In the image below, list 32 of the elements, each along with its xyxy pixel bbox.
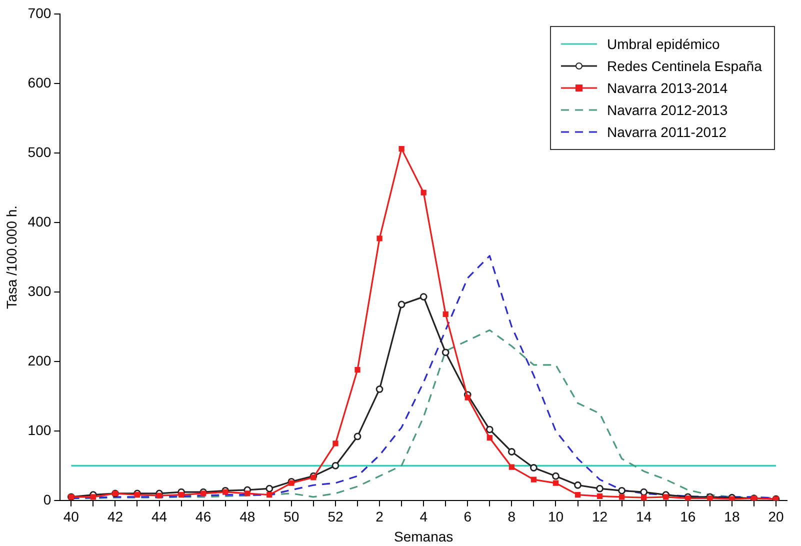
x-tick-label: 50 <box>284 508 300 525</box>
y-tick-label: 700 <box>28 4 52 21</box>
x-tick-label: 40 <box>63 508 80 525</box>
y-tick-label: 500 <box>28 144 52 160</box>
y-axis-title: Tasa /100.000 h. <box>3 205 20 309</box>
x-tick-label: 10 <box>548 508 564 525</box>
x-tick-label: 12 <box>592 508 608 525</box>
x-tick-label: 16 <box>680 508 696 525</box>
y-tick-label: 100 <box>28 422 52 438</box>
legend-label: Navarra 2012-2013 <box>607 101 728 120</box>
legend-label: Navarra 2013-2014 <box>607 79 728 98</box>
legend-label: Umbral epidémico <box>607 35 720 54</box>
x-tick-label: 52 <box>328 508 344 525</box>
x-axis-title: Semanas <box>394 528 454 544</box>
y-tick-label: 200 <box>28 352 52 368</box>
x-tick-label: 18 <box>724 508 740 525</box>
x-tick-label: 14 <box>636 508 652 525</box>
x-tick-label: 8 <box>508 508 516 525</box>
legend-label: Navarra 2011-2012 <box>607 123 727 142</box>
x-tick-label: 46 <box>196 508 212 525</box>
y-tick-label: 600 <box>28 74 52 90</box>
y-tick-label: 0 <box>43 491 52 508</box>
x-tick-label: 44 <box>151 508 168 525</box>
x-tick-label: 48 <box>240 508 256 525</box>
legend-label: Redes Centinela España <box>607 57 762 76</box>
y-tick-label: 400 <box>28 213 52 230</box>
x-tick-label: 4 <box>420 508 428 525</box>
y-tick-label: 300 <box>28 282 52 299</box>
x-tick-label: 6 <box>464 508 472 525</box>
x-tick-label: 2 <box>376 508 384 525</box>
x-tick-label: 42 <box>107 508 124 525</box>
x-tick-label: 20 <box>768 508 784 525</box>
